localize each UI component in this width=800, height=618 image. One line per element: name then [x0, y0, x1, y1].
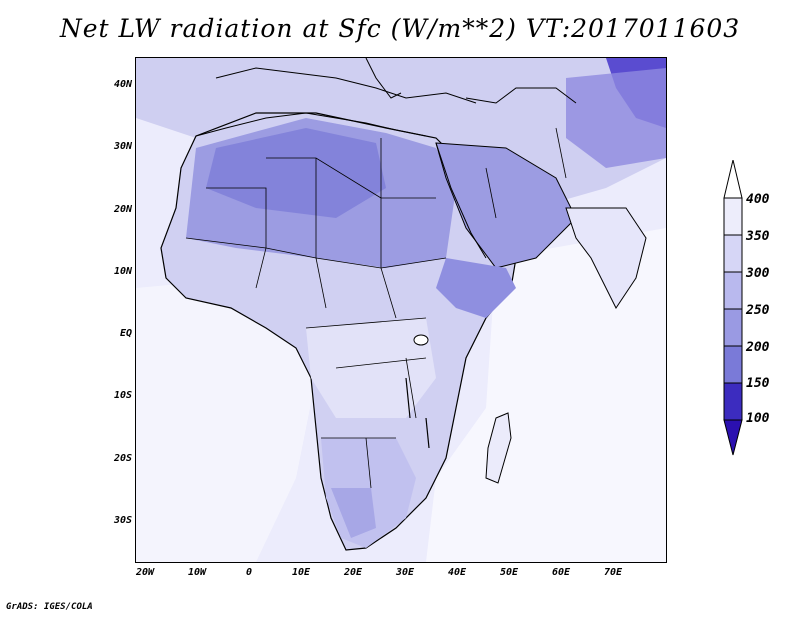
colorbar-swatch — [723, 345, 743, 384]
sahara-core — [206, 128, 386, 218]
colorbar-label: 150 — [746, 376, 770, 391]
lon-label: 20E — [343, 567, 363, 578]
colorbar-top-triangle — [723, 160, 743, 199]
lat-label: 20S — [113, 453, 132, 464]
lon-label: 40E — [447, 567, 467, 578]
turkey-coast — [465, 87, 577, 104]
colorbar-swatch — [723, 234, 743, 273]
colorbar-bottom-triangle — [723, 419, 743, 456]
lat-label: 30S — [113, 515, 132, 526]
lat-label: EQ — [119, 328, 132, 339]
ocean-atlantic — [136, 278, 316, 562]
lon-label: 10E — [291, 567, 311, 578]
colorbar-label: 400 — [746, 192, 770, 207]
colorbar-label: 250 — [746, 303, 770, 318]
colorbar-swatch — [723, 271, 743, 310]
lon-label: 70E — [603, 567, 623, 578]
red-sea-coast — [435, 142, 487, 259]
lon-label: 20W — [135, 567, 155, 578]
colorbar-label: 200 — [746, 340, 770, 355]
europe-coast — [215, 67, 477, 104]
colorbar-label: 350 — [746, 229, 770, 244]
madagascar — [485, 412, 512, 484]
plot-title: Net LW radiation at Sfc (W/m**2) VT:2017… — [59, 14, 741, 43]
colorbar-label: 300 — [746, 266, 770, 281]
lon-label: 50E — [499, 567, 519, 578]
country-borders — [185, 127, 567, 489]
lake-victoria — [413, 334, 429, 346]
lon-label: 0 — [245, 567, 253, 578]
map-svg — [136, 58, 666, 562]
lake-malawi — [425, 417, 430, 449]
med-coast — [195, 112, 427, 137]
colorbar-label: 100 — [746, 411, 770, 426]
lat-label: 10N — [113, 266, 132, 277]
lon-label: 30E — [395, 567, 415, 578]
colorbar — [723, 160, 743, 456]
colorbar-swatch — [723, 308, 743, 347]
horn-region — [436, 258, 516, 318]
arabia-region — [435, 142, 577, 269]
india-landmass — [565, 207, 647, 309]
lat-label: 10S — [113, 390, 132, 401]
colorbar-swatch — [723, 382, 743, 421]
lon-label: 60E — [551, 567, 571, 578]
lat-label: 30N — [113, 141, 132, 152]
lake-tanganyika — [405, 377, 411, 419]
lat-label: 20N — [113, 204, 132, 215]
lat-label: 40N — [113, 79, 132, 90]
italy-coast — [365, 58, 402, 99]
footer-credit: GrADS: IGES/COLA — [6, 602, 93, 612]
map-panel — [135, 57, 667, 563]
colorbar-swatch — [723, 197, 743, 236]
central-africa — [306, 318, 436, 418]
kalahari — [331, 488, 376, 538]
iran-region — [566, 68, 666, 168]
lon-label: 10W — [187, 567, 207, 578]
